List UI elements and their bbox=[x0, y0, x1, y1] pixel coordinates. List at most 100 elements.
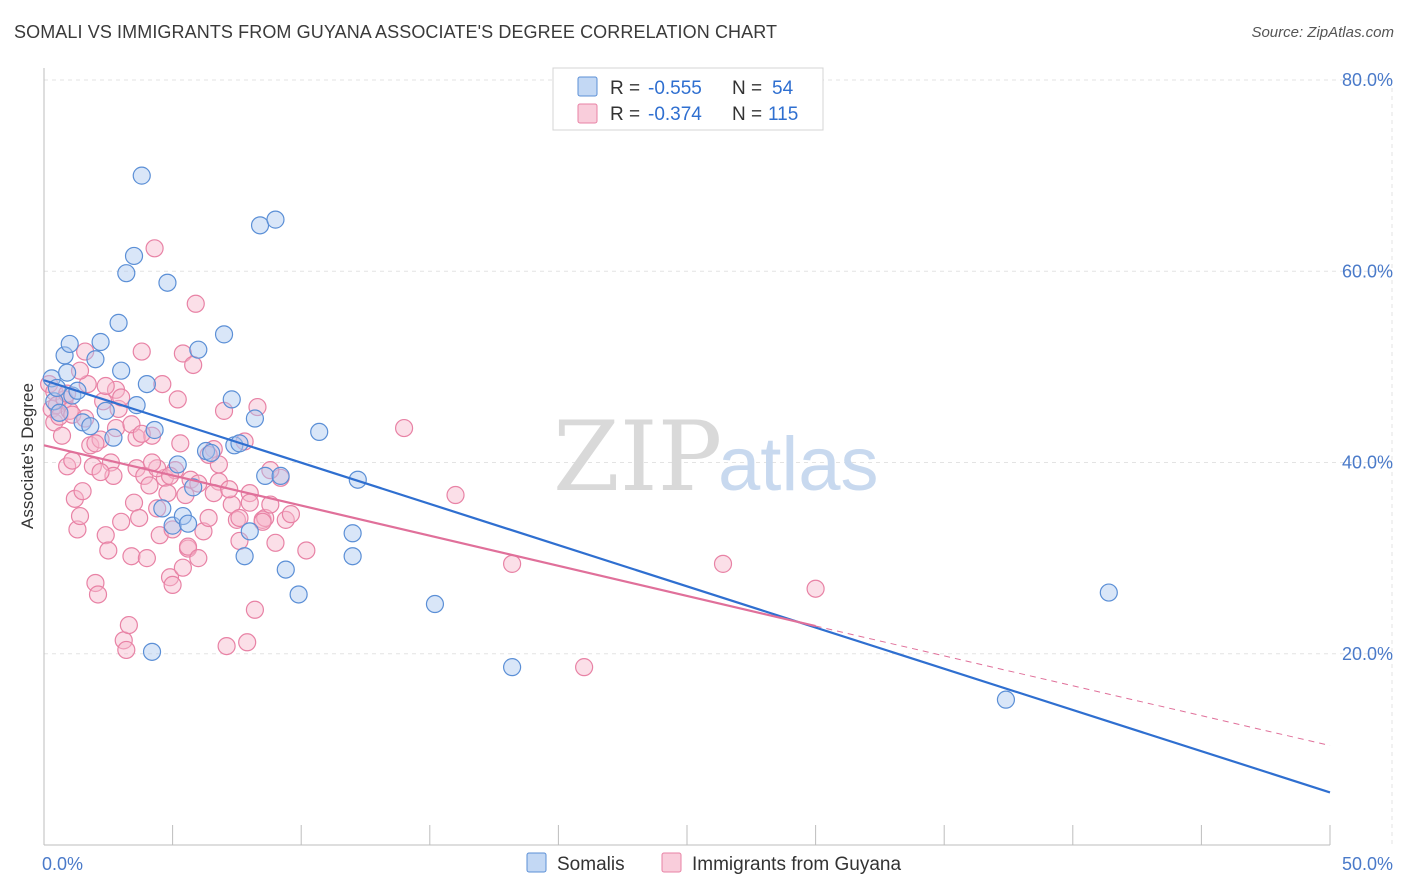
guyana-point-36 bbox=[130, 508, 149, 528]
somali-point-21 bbox=[137, 374, 156, 394]
somali-point-54 bbox=[1099, 583, 1118, 602]
guyana-point-111 bbox=[261, 461, 280, 480]
somali-point-49 bbox=[343, 524, 362, 543]
guyana-point-23 bbox=[96, 526, 115, 545]
guyana-point-113 bbox=[297, 541, 316, 560]
legend-r-value-somalis: -0.555 bbox=[648, 78, 702, 99]
guyana-point-20 bbox=[88, 585, 108, 604]
somali-point-22 bbox=[142, 642, 162, 661]
guyana-point-95 bbox=[446, 485, 465, 505]
guyana-point-73 bbox=[248, 397, 267, 417]
guyana-point-53 bbox=[173, 344, 192, 363]
chart-title: SOMALI VS IMMIGRANTS FROM GUYANA ASSOCIA… bbox=[14, 22, 778, 42]
guyana-point-99 bbox=[806, 579, 825, 598]
guyana-point-34 bbox=[124, 493, 144, 512]
somali-point-40 bbox=[245, 409, 265, 428]
somali-point-47 bbox=[310, 422, 329, 441]
somali-point-14 bbox=[104, 428, 123, 447]
x-tick-label-min: 0.0% bbox=[42, 854, 83, 874]
guyana-point-57 bbox=[184, 355, 203, 375]
guyana-point-79 bbox=[276, 510, 295, 529]
somali-point-29 bbox=[178, 514, 198, 533]
somali-point-12 bbox=[91, 332, 110, 352]
guyana-point-16 bbox=[78, 374, 97, 394]
trend-line-guyana bbox=[43, 444, 816, 628]
axes bbox=[43, 68, 1331, 846]
guyana-point-45 bbox=[153, 374, 172, 394]
guyana-point-52 bbox=[171, 434, 190, 453]
somali-point-39 bbox=[240, 522, 259, 541]
guyana-point-91 bbox=[230, 508, 249, 528]
series-legend-label-guyana: Immigrants from Guyana bbox=[692, 854, 901, 875]
somali-point-18 bbox=[124, 246, 144, 266]
y-tick-label-80: 80.0% bbox=[1342, 70, 1393, 90]
x-tick-labels: 0.0% 50.0% bbox=[42, 854, 1393, 874]
somali-point-53 bbox=[996, 690, 1016, 709]
somali-point-46 bbox=[289, 585, 308, 604]
somali-point-16 bbox=[112, 361, 131, 380]
guyana-point-24 bbox=[99, 541, 118, 560]
legend-n-label-guyana: N = bbox=[732, 104, 762, 125]
somali-point-33 bbox=[202, 443, 221, 463]
trend-lines bbox=[43, 379, 1331, 794]
series-legend-swatch-guyana bbox=[661, 852, 682, 873]
guyana-point-10 bbox=[63, 451, 82, 470]
legend-swatch-guyana bbox=[577, 103, 598, 124]
somali-point-43 bbox=[266, 210, 285, 229]
series-somali-points bbox=[42, 166, 1118, 709]
somali-point-13 bbox=[96, 401, 115, 420]
somali-point-23 bbox=[145, 420, 164, 440]
guyana-point-31 bbox=[117, 640, 136, 660]
watermark-atlas: atlas bbox=[718, 422, 879, 507]
somali-point-27 bbox=[168, 455, 187, 474]
legend-n-value-somalis: 54 bbox=[772, 78, 794, 99]
somali-point-42 bbox=[256, 466, 275, 485]
somali-point-35 bbox=[222, 390, 241, 409]
guyana-point-88 bbox=[178, 537, 198, 556]
guyana-point-47 bbox=[158, 484, 177, 503]
guyana-point-39 bbox=[137, 549, 156, 568]
guyana-point-93 bbox=[253, 512, 272, 531]
guyana-point-13 bbox=[70, 506, 90, 526]
guyana-point-96 bbox=[503, 554, 522, 573]
watermark: ZIP atlas bbox=[553, 401, 879, 513]
guyana-point-112 bbox=[281, 505, 301, 524]
trend-line-guyana-extension bbox=[815, 625, 1331, 747]
guyana-point-83 bbox=[96, 376, 115, 396]
somali-point-10 bbox=[81, 417, 100, 436]
guyana-point-42 bbox=[145, 239, 164, 258]
y-tick-label-60: 60.0% bbox=[1342, 261, 1393, 281]
guyana-point-15 bbox=[76, 342, 95, 361]
somali-point-3 bbox=[50, 403, 69, 422]
somali-point-50 bbox=[343, 547, 362, 566]
series-guyana-points bbox=[40, 239, 825, 677]
guyana-point-60 bbox=[194, 522, 213, 541]
guyana-point-67 bbox=[227, 510, 246, 529]
guyana-point-82 bbox=[86, 434, 105, 453]
somali-point-44 bbox=[271, 466, 290, 485]
guyana-point-97 bbox=[575, 658, 594, 677]
somali-point-1 bbox=[45, 392, 64, 411]
x-tick-label-max: 50.0% bbox=[1342, 854, 1393, 874]
somali-point-30 bbox=[184, 478, 203, 497]
series-legend-swatch-somalis bbox=[526, 852, 547, 873]
series-legend-label-somalis: Somalis bbox=[557, 854, 625, 875]
guyana-point-65 bbox=[217, 636, 236, 656]
somali-point-45 bbox=[276, 560, 295, 579]
somali-point-51 bbox=[425, 594, 445, 614]
legend-r-label-guyana: R = bbox=[610, 104, 640, 125]
guyana-point-11 bbox=[65, 489, 84, 508]
legend-n-value-guyana: 115 bbox=[768, 104, 798, 125]
guyana-point-102 bbox=[91, 462, 110, 482]
guyana-point-29 bbox=[112, 512, 131, 531]
somali-point-31 bbox=[189, 340, 208, 359]
somali-point-6 bbox=[60, 334, 79, 354]
y-tick-labels: 20.0% 40.0% 60.0% 80.0% bbox=[1342, 70, 1393, 664]
somali-point-17 bbox=[117, 264, 136, 283]
guyana-point-107 bbox=[173, 558, 192, 577]
somali-point-34 bbox=[214, 325, 234, 344]
somali-point-52 bbox=[503, 658, 522, 677]
y-axis-label: Associate's Degree bbox=[18, 383, 37, 529]
guyana-point-61 bbox=[199, 508, 218, 528]
y-tick-label-20: 20.0% bbox=[1342, 644, 1393, 664]
